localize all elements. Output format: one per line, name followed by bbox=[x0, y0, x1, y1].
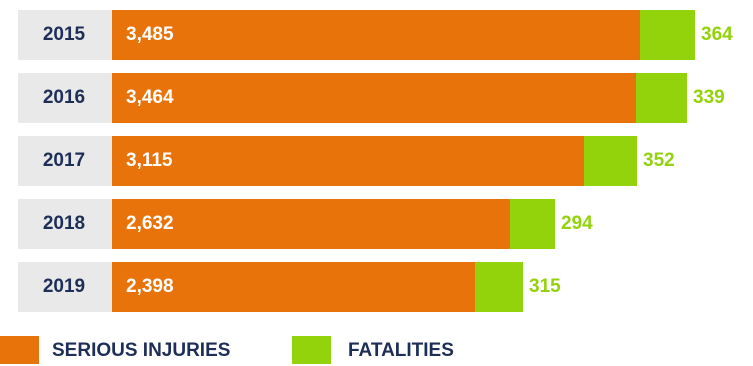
data-label-fatalities: 294 bbox=[561, 213, 593, 234]
year-label: 2018 bbox=[42, 213, 86, 234]
bar-fatalities-2019 bbox=[475, 262, 523, 312]
bar-fatalities-2015 bbox=[640, 10, 695, 60]
data-label-fatalities: 364 bbox=[701, 24, 733, 45]
legend-label-serious-injuries: SERIOUS INJURIES bbox=[52, 340, 231, 361]
year-box-2019: 2019 bbox=[18, 262, 112, 312]
bar-serious-injuries-2019: 2,398 bbox=[112, 262, 475, 312]
year-label: 2016 bbox=[42, 87, 86, 108]
data-label-fatalities: 339 bbox=[693, 87, 725, 108]
bar-serious-injuries-2018: 2,632 bbox=[112, 199, 510, 249]
bar-serious-injuries-2015: 3,485 bbox=[112, 10, 640, 60]
bar-fatalities-2018 bbox=[510, 199, 555, 249]
bar-serious-injuries-2017: 3,115 bbox=[112, 136, 584, 186]
legend-swatch-serious-injuries bbox=[0, 336, 39, 364]
data-label-serious-injuries: 2,398 bbox=[126, 276, 174, 297]
data-label-serious-injuries: 3,464 bbox=[126, 87, 174, 108]
year-label: 2019 bbox=[42, 276, 86, 297]
bar-fatalities-2016 bbox=[636, 73, 687, 123]
data-label-fatalities: 315 bbox=[529, 276, 561, 297]
year-box-2016: 2016 bbox=[18, 73, 112, 123]
data-label-serious-injuries: 3,115 bbox=[126, 150, 173, 171]
legend-swatch-fatalities bbox=[292, 336, 331, 364]
year-label: 2017 bbox=[42, 150, 86, 171]
year-label: 2015 bbox=[42, 24, 86, 45]
legend-label-fatalities: FATALITIES bbox=[348, 340, 454, 361]
year-box-2018: 2018 bbox=[18, 199, 112, 249]
year-box-2015: 2015 bbox=[18, 10, 112, 60]
bar-serious-injuries-2016: 3,464 bbox=[112, 73, 636, 123]
data-label-serious-injuries: 2,632 bbox=[126, 213, 174, 234]
data-label-serious-injuries: 3,485 bbox=[126, 24, 174, 45]
data-label-fatalities: 352 bbox=[643, 150, 675, 171]
year-box-2017: 2017 bbox=[18, 136, 112, 186]
bar-fatalities-2017 bbox=[584, 136, 637, 186]
